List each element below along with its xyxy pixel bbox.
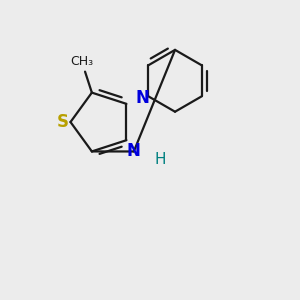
Text: N: N [127,142,141,160]
Text: H: H [154,152,166,167]
Text: S: S [57,113,69,131]
Text: N: N [135,89,149,107]
Text: CH₃: CH₃ [70,55,94,68]
